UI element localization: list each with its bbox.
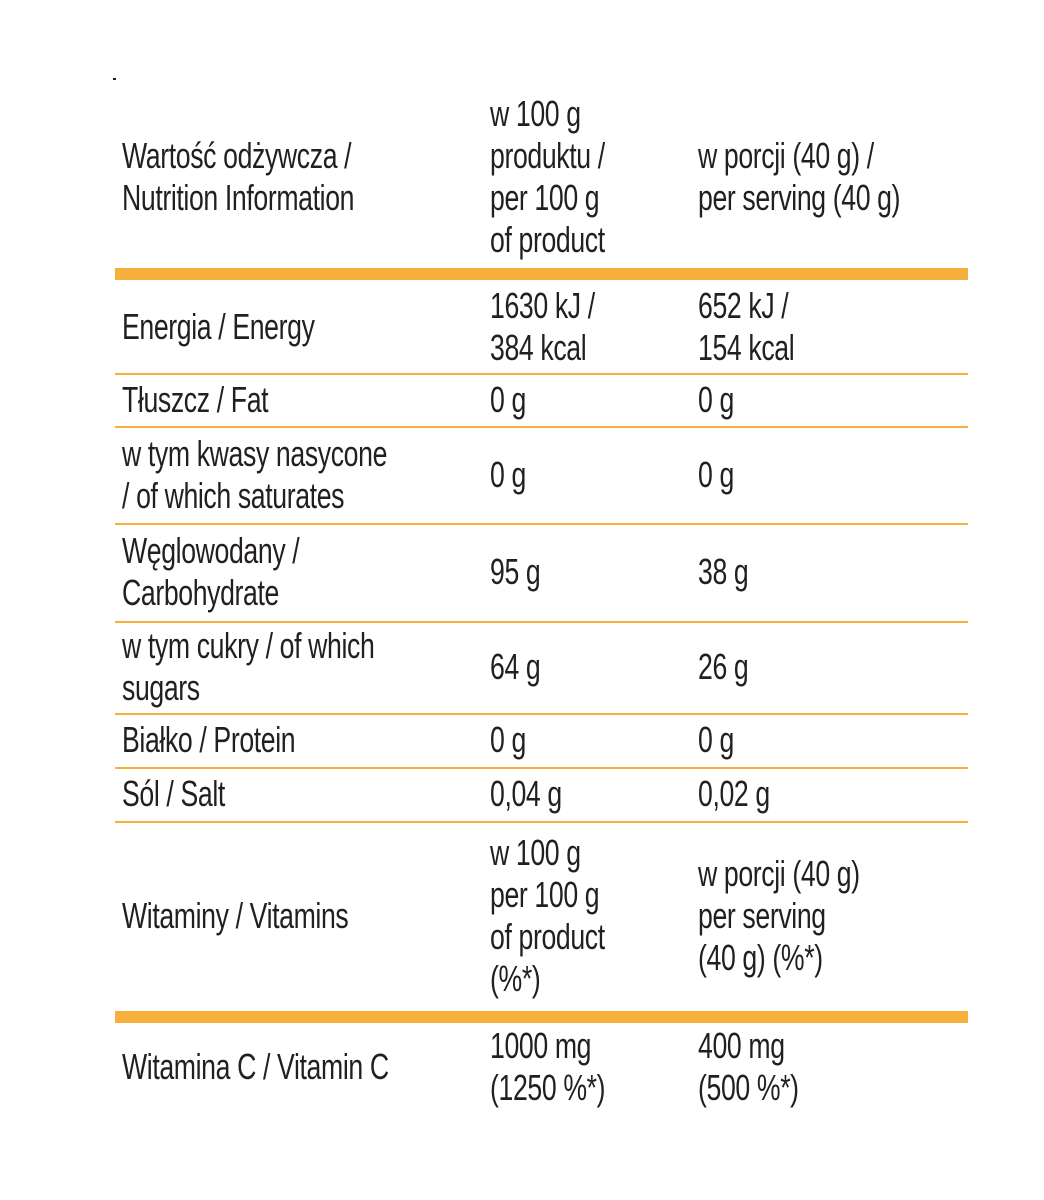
thick-separator (115, 268, 968, 280)
row-separator (115, 821, 968, 823)
cell-text: Witamina C / Vitamin C (122, 1045, 389, 1087)
table-cell: w tym cukry / of which sugars (122, 621, 482, 713)
table-cell: 64 g (490, 621, 690, 713)
cell-text: w tym cukry / of which sugars (122, 625, 375, 708)
cell-text: Sól / Salt (122, 773, 225, 814)
table-cell: Witamina C / Vitamin C (122, 1023, 482, 1110)
cell-text: 0 g (698, 719, 734, 760)
cell-text: Wartość odżywcza / Nutrition Information (122, 134, 355, 218)
table-cell: Sól / Salt (122, 767, 482, 821)
cell-text: 26 g (698, 646, 749, 687)
table-cell: 0,02 g (698, 767, 968, 821)
cell-text: 0 g (490, 719, 526, 760)
table-cell: 0 g (698, 426, 968, 523)
table-cell: 0 g (490, 373, 690, 426)
cell-text: 38 g (698, 551, 749, 592)
row-separator (115, 523, 968, 525)
table-cell: Witaminy / Vitamins (122, 821, 482, 1011)
table-cell: 95 g (490, 523, 690, 621)
table-cell: 1630 kJ / 384 kcal (490, 280, 690, 373)
cell-text: w 100 g produktu / per 100 g of product (490, 92, 605, 260)
row-separator (115, 373, 968, 375)
cell-text: 95 g (490, 551, 541, 592)
table-cell: Energia / Energy (122, 280, 482, 373)
table-cell: w 100 g per 100 g of product (%*) (490, 821, 690, 1011)
cell-text: w 100 g per 100 g of product (%*) (490, 832, 605, 999)
table-cell: w tym kwasy nasycone / of which saturate… (122, 426, 482, 523)
thick-separator (115, 1011, 968, 1023)
cell-text: 1630 kJ / 384 kcal (490, 284, 595, 368)
cell-text: 0,02 g (698, 773, 770, 814)
table-cell: Wartość odżywcza / Nutrition Information (122, 85, 482, 268)
cell-text: 0 g (698, 378, 734, 420)
cell-text: Węglowodany / Carbohydrate (122, 530, 300, 613)
cell-text: 64 g (490, 646, 541, 687)
table-cell: w porcji (40 g) / per serving (40 g) (698, 85, 968, 268)
cell-text: 0 g (490, 453, 526, 495)
table-cell: Białko / Protein (122, 713, 482, 767)
cell-text: Witaminy / Vitamins (122, 895, 349, 936)
table-cell: Tłuszcz / Fat (122, 373, 482, 426)
table-cell: 400 mg (500 %*) (698, 1023, 968, 1110)
cell-text: 1000 mg (1250 %*) (490, 1024, 606, 1108)
table-cell: 0 g (698, 713, 968, 767)
table-cell: w porcji (40 g) per serving (40 g) (%*) (698, 821, 968, 1011)
table-cell: 652 kJ / 154 kcal (698, 280, 968, 373)
cell-text: 400 mg (500 %*) (698, 1024, 799, 1108)
cell-text: Białko / Protein (122, 719, 296, 760)
cell-text: 0 g (490, 378, 526, 420)
row-separator (115, 767, 968, 769)
table-cell: Węglowodany / Carbohydrate (122, 523, 482, 621)
table-cell: 38 g (698, 523, 968, 621)
table-cell: 0 g (490, 713, 690, 767)
table-cell: 1000 mg (1250 %*) (490, 1023, 690, 1110)
row-separator (115, 426, 968, 428)
cell-text: Tłuszcz / Fat (122, 378, 269, 420)
corner-mark (113, 78, 116, 80)
row-separator (115, 713, 968, 715)
row-separator (115, 621, 968, 623)
table-cell: 26 g (698, 621, 968, 713)
cell-text: w porcji (40 g) / per serving (40 g) (698, 134, 901, 218)
cell-text: 652 kJ / 154 kcal (698, 284, 795, 368)
table-cell: 0,04 g (490, 767, 690, 821)
table-cell: 0 g (490, 426, 690, 523)
cell-text: 0 g (698, 453, 734, 495)
cell-text: w porcji (40 g) per serving (40 g) (%*) (698, 853, 860, 978)
table-cell: 0 g (698, 373, 968, 426)
cell-text: 0,04 g (490, 773, 562, 814)
cell-text: Energia / Energy (122, 305, 315, 347)
cell-text: w tym kwasy nasycone / of which saturate… (122, 432, 388, 516)
table-cell: w 100 g produktu / per 100 g of product (490, 85, 690, 268)
